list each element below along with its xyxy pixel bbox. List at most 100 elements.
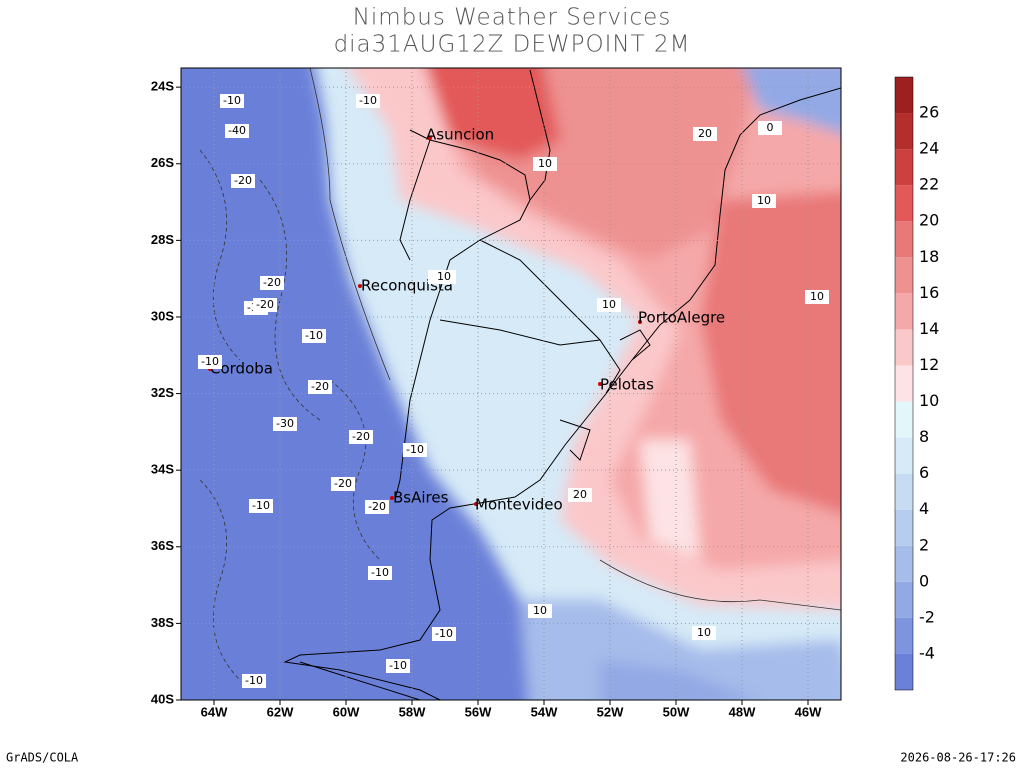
- colorbar-swatch: [895, 473, 913, 510]
- colorbar-label: 26: [919, 103, 939, 122]
- contour-label: 10: [538, 157, 552, 170]
- contour-label: 10: [602, 298, 616, 311]
- x-tick-label: 56W: [465, 704, 492, 719]
- y-tick-label: 26S: [151, 155, 174, 170]
- contour-label: -40: [228, 124, 246, 137]
- colorbar-label: 20: [919, 211, 939, 230]
- colorbar-label: 18: [919, 247, 939, 266]
- y-tick-label: 30S: [151, 308, 174, 323]
- contour-label: 10: [757, 194, 771, 207]
- contour-label: -10: [252, 499, 270, 512]
- footer-right: 2026-08-26-17:26: [900, 751, 1016, 765]
- x-tick-label: 60W: [333, 704, 360, 719]
- colorbar-label: 14: [919, 319, 939, 338]
- contour-label: -10: [359, 94, 377, 107]
- footer-left: GrADS/COLA: [6, 751, 79, 765]
- colorbar-label: 10: [919, 391, 939, 410]
- colorbar-label: -4: [919, 643, 935, 662]
- contour-label-box: [356, 94, 380, 108]
- x-tick-label: 54W: [531, 704, 558, 719]
- contour-label-box: [220, 94, 244, 108]
- x-tick-label: 52W: [597, 704, 624, 719]
- colorbar-label: 6: [919, 463, 929, 482]
- y-tick-label: 40S: [151, 691, 174, 706]
- contour-label: -10: [406, 443, 424, 456]
- colorbar-swatch: [895, 257, 913, 294]
- contour-label-box: [386, 659, 410, 673]
- colorbar-swatch: [895, 293, 913, 330]
- colorbar-swatch: [895, 545, 913, 582]
- colorbar-swatch: [895, 221, 913, 258]
- colorbar-swatch: [895, 365, 913, 402]
- city-label: Cordoba: [210, 360, 273, 378]
- contour-label-box: [758, 121, 782, 135]
- contour-label: -10: [245, 674, 263, 687]
- contour-label: 20: [698, 127, 712, 140]
- colorbar-label: 16: [919, 283, 939, 302]
- contour-label: -20: [368, 500, 386, 513]
- y-tick-label: 24S: [151, 79, 174, 94]
- y-tick-label: 38S: [151, 615, 174, 630]
- contour-label: -30: [276, 417, 294, 430]
- y-tick-label: 32S: [151, 385, 174, 400]
- y-tick-label: 28S: [151, 232, 174, 247]
- contour-label-box: [528, 604, 552, 618]
- contour-label-box: [308, 380, 332, 394]
- contour-label: 10: [533, 604, 547, 617]
- contour-label-box: [692, 626, 716, 640]
- colorbar-swatch: [895, 149, 913, 186]
- city-label: PortoAlegre: [638, 309, 725, 327]
- contour-label: -10: [435, 627, 453, 640]
- contour-label-box: [368, 566, 392, 580]
- colorbar-label: 4: [919, 499, 929, 518]
- colorbar-swatch: [895, 581, 913, 618]
- contour-label-box: [225, 124, 249, 138]
- contour-label-box: [242, 674, 266, 688]
- colorbar-label: -2: [919, 607, 935, 626]
- colorbar-label: 0: [919, 571, 929, 590]
- x-tick-label: 48W: [729, 704, 756, 719]
- x-tick-label: 50W: [663, 704, 690, 719]
- contour-label-box: [805, 290, 829, 304]
- contour-label: -20: [311, 380, 329, 393]
- subtitle: dia31AUG12Z DEWPOINT 2M: [334, 32, 691, 58]
- contour-label-box: [533, 157, 557, 171]
- x-tick-label: 58W: [399, 704, 426, 719]
- city-label: Pelotas: [600, 376, 654, 394]
- city-label: BsAires: [393, 489, 449, 507]
- contour-label: 0: [767, 121, 774, 134]
- city-label: Montevideo: [475, 496, 563, 514]
- contour-label: -20: [234, 174, 252, 187]
- contour-label-box: [260, 276, 284, 290]
- contour-label-box: [331, 477, 355, 491]
- colorbar-label: 8: [919, 427, 929, 446]
- colorbar-label: 22: [919, 175, 939, 194]
- contour-label-box: [365, 500, 389, 514]
- contour-labels: -10-40-20-20-30-10-20-20-30-20-10-20-10-…: [198, 94, 829, 688]
- colorbar-swatch: [895, 617, 913, 654]
- y-tick-label: 36S: [151, 538, 174, 553]
- x-tick-label: 46W: [795, 704, 822, 719]
- contour-label: -10: [305, 329, 323, 342]
- contour-label: 10: [437, 270, 451, 283]
- colorbar-swatch: [895, 185, 913, 222]
- contour-label-box: [693, 127, 717, 141]
- contour-label: -20: [256, 298, 274, 311]
- colorbar-swatch: [895, 329, 913, 366]
- contour-label: -20: [352, 430, 370, 443]
- contour-label-box: [198, 355, 222, 369]
- colorbar-swatch: [895, 113, 913, 150]
- contour-label-box: [231, 174, 255, 188]
- contour-label: 10: [697, 626, 711, 639]
- contour-label-box: [597, 298, 621, 312]
- contour-label-box: [253, 298, 277, 312]
- colorbar-swatch: [895, 77, 913, 114]
- title: Nimbus Weather Services: [353, 5, 672, 31]
- dewpoint-field: [181, 68, 841, 700]
- contour-label: 20: [573, 488, 587, 501]
- plot-frame: [180, 67, 842, 701]
- colorbar-swatch: [895, 653, 913, 690]
- contour-label-box: [432, 270, 456, 284]
